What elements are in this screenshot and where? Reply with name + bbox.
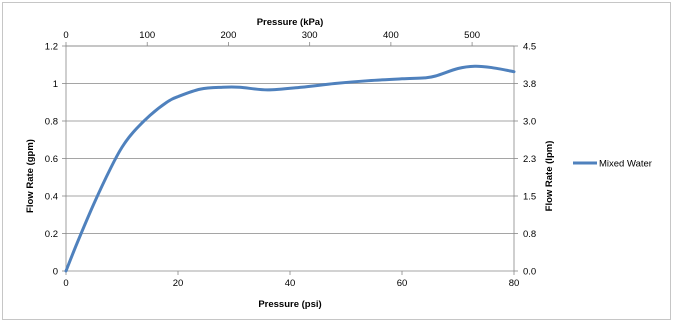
x-tick-label: 0	[63, 278, 68, 289]
x-axis-top: 0 100 200 300 400 500	[63, 30, 480, 46]
grid-lines	[66, 45, 514, 234]
x-tick-label: 80	[509, 278, 520, 289]
y2-tick-label: 3.0	[523, 117, 536, 128]
y-axis-left: 0 0.2 0.4 0.6 0.8 1 1.2	[45, 42, 66, 278]
y2-tick-label: 0.8	[523, 229, 536, 240]
x-axis-bottom: 0 20 40 60 80	[63, 271, 519, 289]
x2-tick-label: 100	[139, 30, 155, 41]
y-tick-label: 1.2	[45, 42, 58, 53]
y-tick-label: 0.4	[45, 192, 58, 203]
x-tick-label: 20	[173, 278, 184, 289]
series-group	[64, 64, 516, 273]
y-tick-label: 0.2	[45, 229, 58, 240]
x2-tick-label: 500	[464, 30, 480, 41]
y2-tick-label: 4.5	[523, 42, 536, 53]
x2-tick-label: 300	[302, 30, 318, 41]
x-tick-label: 60	[397, 278, 408, 289]
x-axis-title: Pressure (psi)	[258, 299, 321, 310]
y-tick-label: 0	[53, 267, 58, 278]
x2-tick-label: 400	[383, 30, 399, 41]
y-axis-title: Flow Rate (gpm)	[25, 139, 36, 213]
y2-tick-label: 2.3	[523, 154, 536, 165]
x-tick-label: 40	[285, 278, 296, 289]
y-tick-label: 0.8	[45, 117, 58, 128]
x2-tick-label: 200	[221, 30, 237, 41]
legend: Mixed Water	[573, 159, 652, 170]
y2-axis-title: Flow Rate (lpm)	[544, 141, 555, 212]
y2-tick-label: 1.5	[523, 192, 536, 203]
y-tick-label: 0.6	[45, 154, 58, 165]
y-axis-right: 0.0 0.8 1.5 2.3 3.0 3.8 4.5	[514, 42, 536, 278]
series-line-mixed-water	[64, 64, 516, 273]
legend-label: Mixed Water	[599, 159, 652, 170]
x2-tick-label: 0	[63, 30, 68, 41]
x2-axis-title: Pressure (kPa)	[257, 17, 324, 28]
y-tick-label: 1	[53, 79, 58, 90]
y2-tick-label: 0.0	[523, 267, 536, 278]
y2-tick-label: 3.8	[523, 79, 536, 90]
